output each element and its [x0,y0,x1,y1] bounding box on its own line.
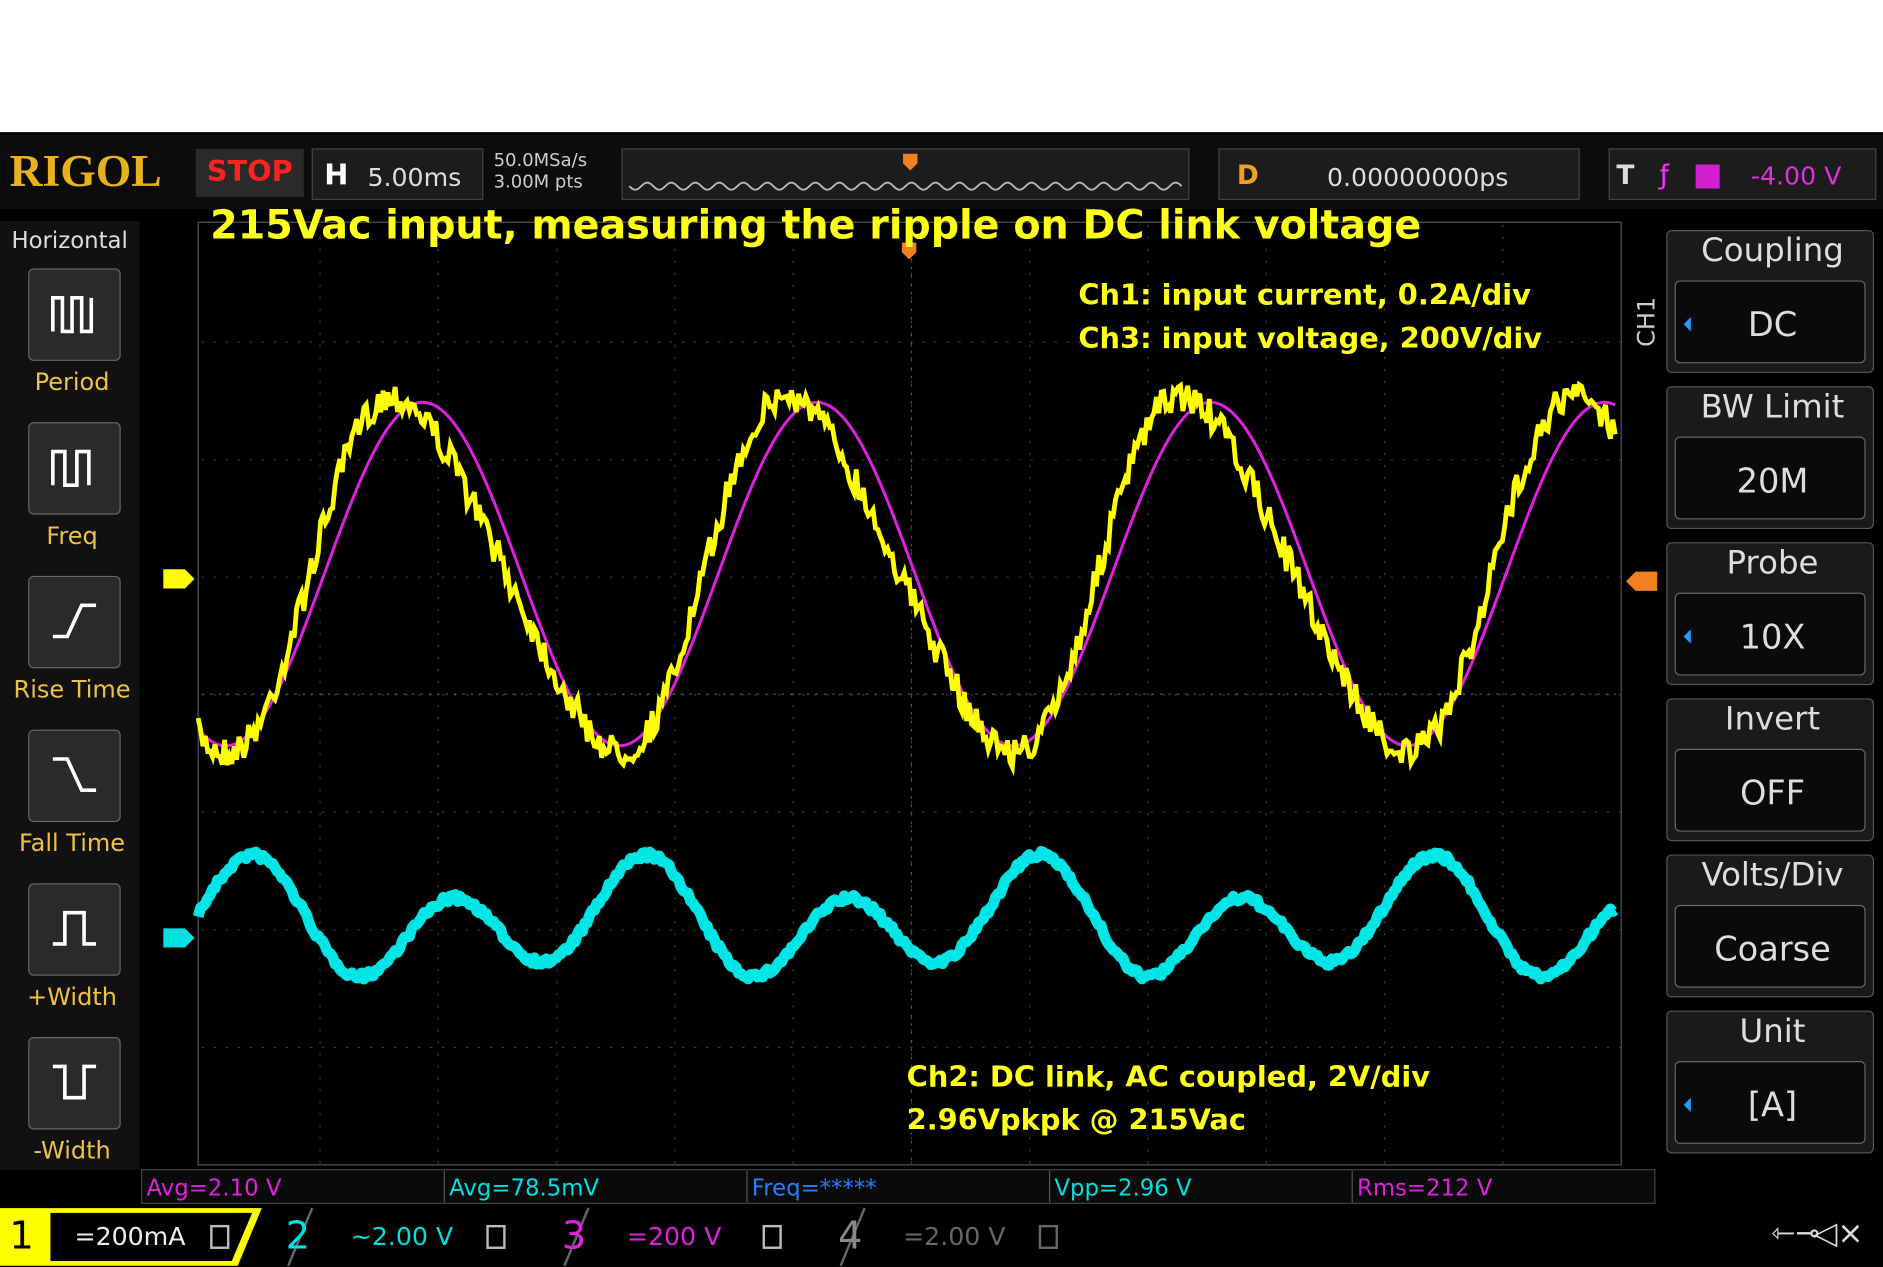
right-menu-channel: CH1 [1633,297,1661,347]
trigger-edge: ƒ [1658,160,1670,191]
measure-bar [141,1169,1656,1204]
menu-value-box[interactable] [1674,280,1866,364]
menu-label: BW Limit [1701,387,1845,425]
channel-number[interactable]: 1 [9,1214,33,1259]
menu-icon [52,1064,97,1100]
measurement: Avg=78.5mV [449,1175,599,1201]
channel-divider [563,1207,590,1267]
channel-scale[interactable]: =200mA [74,1222,186,1251]
menu-label: Unit [1740,1012,1806,1050]
menu-icon-box[interactable] [28,422,121,515]
menu-value: DC [1748,305,1797,344]
menu-label: Volts/Div [1701,856,1843,894]
annotation-title: 215Vac input, measuring the ripple on DC… [210,203,1421,249]
ch1-marker [163,569,195,589]
channel-scale[interactable]: =200 V [627,1222,722,1251]
menu-value: 20M [1737,461,1809,500]
menu-label: Coupling [1701,231,1844,269]
annotation-ripple: 2.96Vpkpk @ 215Vac [907,1103,1246,1137]
channel-number[interactable]: 4 [838,1214,862,1259]
d-key: D [1237,160,1259,191]
brand: RIGOL [10,145,162,196]
stop-box[interactable] [195,148,304,197]
menu-value: OFF [1740,774,1805,813]
overview-wave [628,181,1183,191]
timebase: 5.00ms [367,163,461,192]
channel-divider [287,1207,314,1267]
menu-icon [51,449,91,487]
channel-scale[interactable]: ~2.00 V [351,1222,454,1251]
ch2-waveform [192,845,1619,985]
white-band [0,0,1883,133]
trigger-level: -4.00 V [1751,162,1842,191]
channel-bw-icon [210,1224,230,1249]
menu-icon-box[interactable] [28,268,121,361]
menu-item-label: Rise Time [14,676,131,704]
menu-item-label: Freq [46,522,97,550]
menu-value-box[interactable] [1674,436,1866,520]
t-key: T [1616,160,1634,191]
menu-label: Invert [1725,700,1820,738]
menu-arrow [1683,1097,1691,1113]
menu-item-label: -Width [33,1137,110,1165]
channel-scale-bg [50,1212,253,1261]
menu-icon-box[interactable] [28,883,121,976]
d-box[interactable] [1218,148,1580,200]
channel-number[interactable]: 3 [562,1214,586,1259]
measurement: Vpp=2.96 V [1054,1175,1192,1201]
ch2-marker [163,928,195,948]
trigger-time-marker [901,242,917,260]
measurement: Freq=***** [752,1175,877,1201]
sample-rate: 50.0MSa/s [494,150,588,171]
h-key: H [324,158,348,192]
usb-icon: ⇽⊸ [1771,1216,1819,1250]
left-menu-title: Horizontal [11,228,127,254]
menu-icon [52,910,97,946]
menu-item-label: +Width [27,983,117,1011]
channel-bw-icon [1038,1224,1058,1249]
ch1-waveform [195,380,1618,777]
trigger-src [1695,164,1720,189]
measurement: Rms=212 V [1357,1175,1493,1201]
menu-value-box[interactable] [1674,748,1866,832]
menu-value: [A] [1748,1086,1797,1125]
channel-scale[interactable]: =2.00 V [903,1222,1006,1251]
menu-value-box[interactable] [1674,904,1866,988]
menu-icon [52,757,97,793]
menu-item-label: Fall Time [19,829,125,857]
run-state: STOP [207,154,293,188]
menu-icon [51,296,94,334]
channel-bw-icon [762,1224,782,1249]
menu-value-box[interactable] [1674,592,1866,676]
delay: 0.00000000ps [1327,163,1508,192]
menu-value-box[interactable] [1674,1061,1866,1144]
channel-divider [839,1207,866,1267]
menu-value: 10X [1740,617,1806,656]
measurement: Avg=2.10 V [147,1175,282,1201]
menu-arrow [1683,629,1691,644]
annotation-ch2: Ch2: DC link, AC coupled, 2V/div [907,1059,1431,1093]
menu-icon [52,603,97,639]
menu-value: Coarse [1714,930,1831,969]
menu-arrow [1683,317,1691,332]
trigger-level-marker [1626,571,1658,591]
channel-bw-icon [486,1224,506,1249]
annotation-ch1: Ch1: input current, 0.2A/div [1078,278,1531,312]
channel-number[interactable]: 2 [286,1214,310,1259]
menu-label: Probe [1727,543,1819,581]
annotation-ch3: Ch3: input voltage, 200V/div [1078,321,1542,355]
memory-depth: 3.00M pts [494,172,583,193]
left-menu [0,220,140,1170]
t-box[interactable] [1608,148,1877,200]
menu-icon-box[interactable] [28,1037,121,1130]
menu-item-label: Period [35,368,110,396]
trigger-pos-marker [903,153,918,171]
sound-icon: ◁× [1813,1216,1863,1252]
h-box[interactable] [311,148,484,200]
